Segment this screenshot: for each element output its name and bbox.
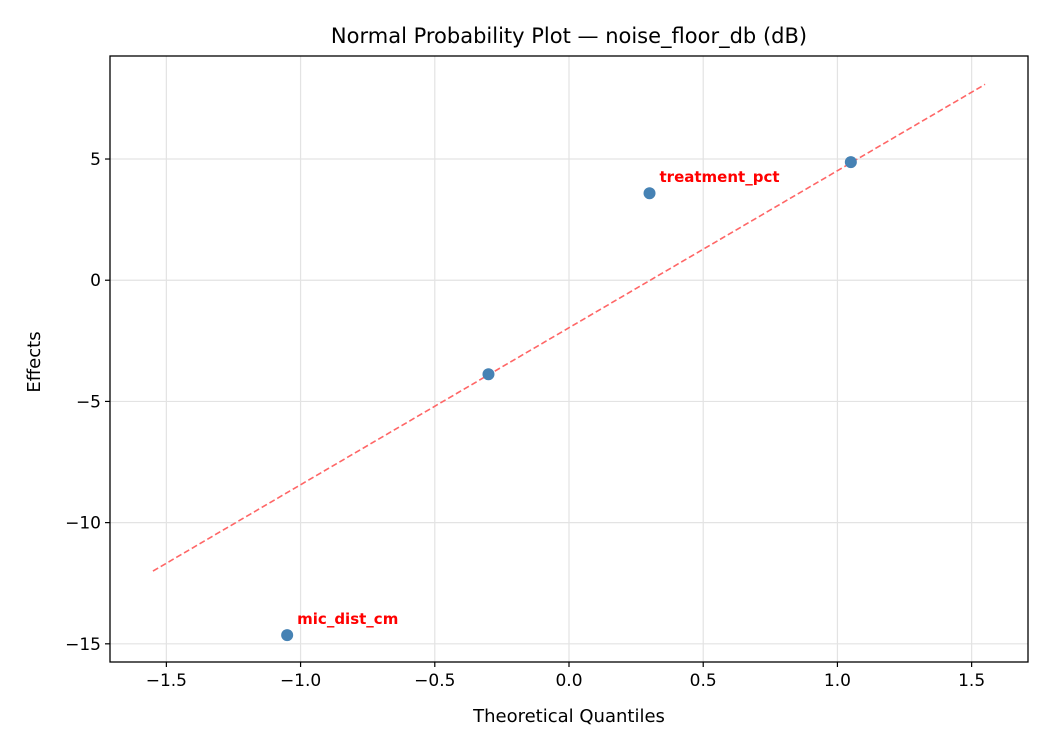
y-tick-label: −5 — [76, 392, 101, 412]
x-tick-label: 1.5 — [958, 671, 985, 691]
y-tick-label: 0 — [90, 271, 101, 291]
x-tick-label: 0.0 — [555, 671, 582, 691]
x-tick-label: 0.5 — [690, 671, 717, 691]
chart-title: Normal Probability Plot — noise_floor_db… — [331, 24, 807, 49]
data-point — [643, 187, 656, 200]
data-point — [482, 368, 495, 381]
x-axis-label: Theoretical Quantiles — [472, 706, 665, 727]
y-axis-ticks: 5 0 −5 −10 −15 — [65, 150, 110, 655]
y-tick-label: 5 — [90, 150, 101, 170]
points-group: mic_dist_cm treatment_pct — [281, 156, 857, 642]
point-label: mic_dist_cm — [297, 610, 398, 628]
plot-frame — [109, 55, 1029, 663]
x-axis-ticks: −1.5 −1.0 −0.5 0.0 0.5 1.0 1.5 — [146, 662, 985, 691]
x-tick-label: −1.0 — [280, 671, 321, 691]
y-axis-label: Effects — [24, 331, 45, 392]
x-tick-label: −0.5 — [414, 671, 455, 691]
x-tick-label: −1.5 — [146, 671, 187, 691]
y-tick-label: −10 — [65, 514, 101, 534]
x-tick-label: 1.0 — [824, 671, 851, 691]
grid — [110, 56, 1028, 662]
data-point — [844, 156, 857, 169]
y-tick-label: −15 — [65, 635, 101, 655]
point-label: treatment_pct — [660, 168, 780, 186]
data-point — [281, 629, 294, 642]
